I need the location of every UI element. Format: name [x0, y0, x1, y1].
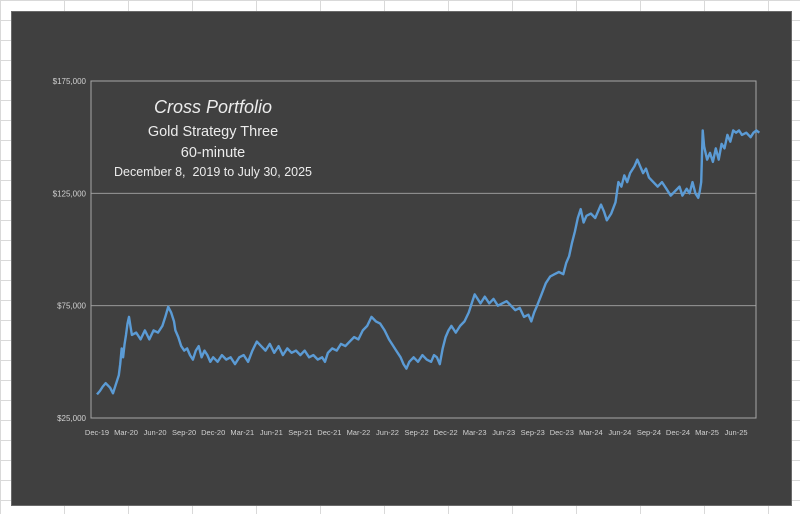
x-tick-label: Dec-23 [550, 428, 574, 437]
x-tick-label: Jun-25 [725, 428, 748, 437]
y-tick-label: $25,000 [57, 414, 86, 423]
x-tick-label: Dec-24 [666, 428, 690, 437]
x-tick-label: Sep-23 [521, 428, 545, 437]
x-tick-label: Mar-25 [695, 428, 719, 437]
x-tick-label: Sep-21 [288, 428, 312, 437]
x-tick-label: Dec-22 [434, 428, 458, 437]
x-tick-label: Mar-24 [579, 428, 603, 437]
y-tick-label: $175,000 [53, 77, 87, 86]
x-tick-label: Jun-22 [376, 428, 399, 437]
x-tick-label: Jun-23 [492, 428, 515, 437]
series-layer [96, 129, 761, 396]
x-tick-label: Sep-22 [404, 428, 428, 437]
horizontal-gridlines [91, 192, 756, 307]
x-tick-label: Jun-21 [260, 428, 283, 437]
plot-area [90, 80, 757, 419]
x-tick-label: Mar-20 [114, 428, 138, 437]
x-tick-label: Dec-21 [317, 428, 341, 437]
chart-subtitle-daterange: December 8, 2019 to July 30, 2025 [114, 165, 312, 179]
chart-subtitle-timeframe: 60-minute [181, 145, 245, 161]
chart-title: Cross Portfolio [154, 97, 272, 117]
y-tick-label: $125,000 [53, 189, 87, 198]
x-axis-ticks: Dec-19 Mar-20 Jun-20 Sep-20 Dec-20 Mar-21 Jun-… [85, 428, 748, 437]
x-tick-label: Mar-21 [230, 428, 254, 437]
x-tick-label: Jun-20 [144, 428, 167, 437]
x-tick-label: Sep-20 [172, 428, 196, 437]
equity-series-line [96, 129, 761, 396]
x-tick-label: Mar-22 [347, 428, 371, 437]
x-tick-label: Dec-19 [85, 428, 109, 437]
chart-subtitle-strategy: Gold Strategy Three [148, 124, 278, 140]
x-tick-label: Sep-24 [637, 428, 661, 437]
chart-title-block: Cross Portfolio Gold Strategy Three 60-m… [114, 97, 312, 179]
x-tick-label: Dec-20 [201, 428, 225, 437]
x-tick-label: Jun-24 [608, 428, 631, 437]
y-tick-label: $75,000 [57, 302, 86, 311]
x-tick-label: Mar-23 [463, 428, 487, 437]
y-axis-ticks: $25,000 $75,000 $125,000 $175,000 [53, 77, 87, 423]
